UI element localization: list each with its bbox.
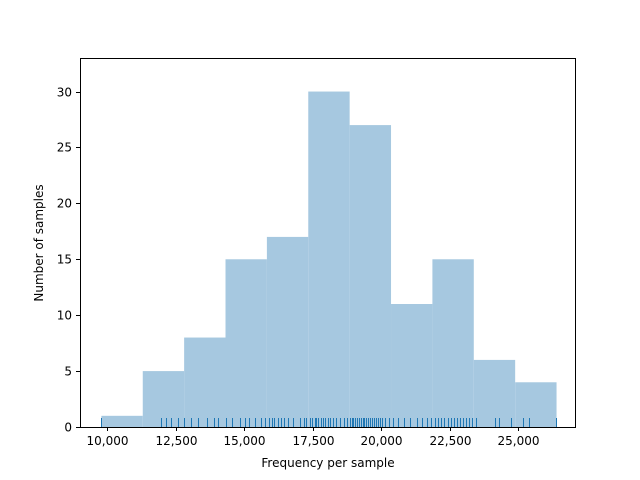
y-tick-label: 10 — [57, 309, 72, 323]
histogram-bar — [266, 236, 309, 427]
rug-marks — [101, 418, 557, 427]
histogram-bar — [101, 415, 143, 427]
histogram-bar — [432, 259, 474, 427]
y-axis-ticks: 0 5 10 15 20 25 30 — [57, 86, 80, 435]
plot-frame — [80, 58, 576, 428]
histogram-bar — [515, 382, 557, 427]
x-tick-label: 22,500 — [430, 434, 472, 448]
x-tick-label: 17,500 — [293, 434, 335, 448]
x-axis-label: Frequency per sample — [261, 456, 394, 470]
y-axis-label: Number of samples — [32, 184, 46, 301]
y-tick-label: 15 — [57, 253, 72, 267]
x-tick-label: 20,000 — [361, 434, 403, 448]
x-tick-label: 10,000 — [87, 434, 129, 448]
y-tick-label: 30 — [57, 86, 72, 100]
histogram-bar — [142, 371, 185, 427]
x-tick-label: 25,000 — [498, 434, 540, 448]
histogram-bar — [184, 337, 226, 427]
x-axis-ticks: 10,000 12,500 15,000 17,500 20,000 22,500 25,0… — [87, 427, 540, 448]
y-tick-label: 5 — [64, 365, 72, 379]
histogram-bar — [308, 91, 350, 427]
x-tick-label: 12,500 — [156, 434, 198, 448]
histogram-bar — [391, 304, 433, 427]
x-tick-label: 15,000 — [224, 434, 266, 448]
histogram-bars — [101, 91, 557, 427]
y-tick-label: 25 — [57, 141, 72, 155]
histogram-bar — [349, 125, 392, 427]
y-tick-label: 0 — [64, 421, 72, 435]
histogram-bar — [473, 359, 516, 427]
histogram-bar — [225, 259, 267, 427]
y-tick-label: 20 — [57, 197, 72, 211]
